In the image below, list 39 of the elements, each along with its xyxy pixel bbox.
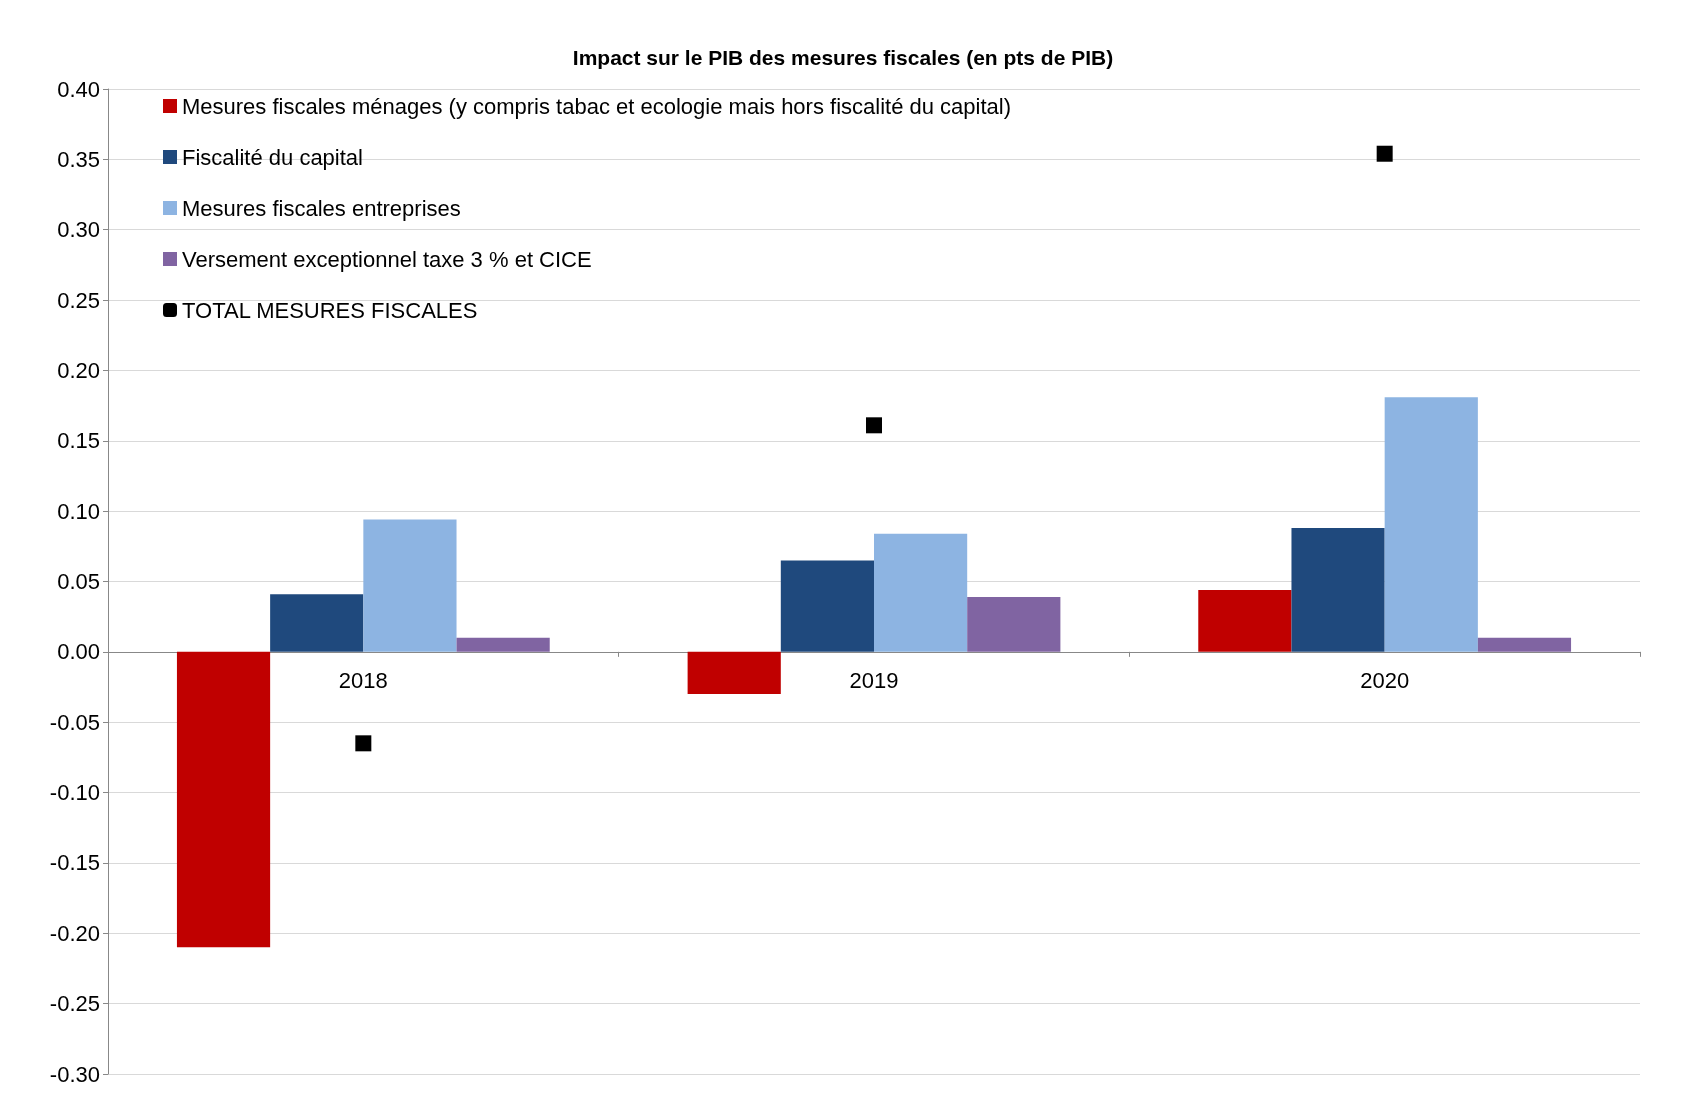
y-tick-label: -0.20 bbox=[49, 920, 100, 946]
bar bbox=[1198, 589, 1292, 652]
bar bbox=[363, 519, 457, 652]
legend-label: TOTAL MESURES FISCALES bbox=[182, 297, 478, 323]
y-tick-label: 0.40 bbox=[57, 76, 100, 102]
bar bbox=[1477, 637, 1572, 652]
y-tick-label: -0.30 bbox=[49, 1061, 100, 1087]
point bbox=[1376, 145, 1393, 162]
x-tick-label: 2018 bbox=[338, 668, 388, 694]
bar bbox=[270, 594, 364, 652]
y-tick-label: 0.20 bbox=[57, 357, 100, 383]
legend-label: Mesures fiscales ménages (y compris tabac et ecologie mais hors fiscalité du capital) bbox=[182, 93, 1012, 119]
legend-label: Versement exceptionnel taxe 3 % et CICE bbox=[182, 246, 592, 272]
y-tick-label: 0.35 bbox=[57, 146, 100, 172]
y-tick-label: 0.15 bbox=[57, 428, 100, 454]
bar bbox=[780, 560, 874, 652]
legend-label: Fiscalité du capital bbox=[182, 144, 363, 170]
y-tick-label: 0.00 bbox=[57, 639, 100, 665]
y-tick-label: -0.15 bbox=[49, 850, 100, 876]
bar bbox=[874, 533, 968, 652]
y-tick-label: -0.05 bbox=[49, 709, 100, 735]
point bbox=[355, 735, 372, 752]
y-tick-label: -0.25 bbox=[49, 991, 100, 1017]
y-tick-label: 0.30 bbox=[57, 217, 100, 243]
y-tick-label: 0.10 bbox=[57, 498, 100, 524]
x-tick-label: 2020 bbox=[1360, 668, 1410, 694]
chart-title: Impact sur le PIB des mesures fiscales (en pts de PIB) bbox=[572, 46, 1114, 69]
y-tick-label: -0.10 bbox=[49, 780, 100, 806]
bar bbox=[176, 651, 271, 948]
bar bbox=[967, 596, 1061, 652]
legend-label: Mesures fiscales entreprises bbox=[182, 195, 461, 221]
bar bbox=[1384, 397, 1478, 652]
y-tick-label: 0.05 bbox=[57, 569, 100, 594]
x-tick-label: 2019 bbox=[849, 668, 899, 694]
bar bbox=[456, 637, 550, 652]
bar bbox=[1291, 528, 1385, 652]
point bbox=[866, 417, 882, 434]
y-tick-label: 0.25 bbox=[57, 287, 100, 313]
bar bbox=[687, 651, 781, 695]
